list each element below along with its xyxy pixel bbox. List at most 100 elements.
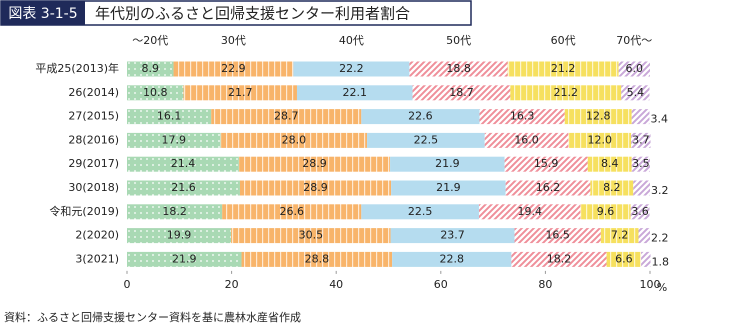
y-tick-label: 30(2018) <box>68 181 119 194</box>
value-label: 8.4 <box>601 157 619 170</box>
value-label: 22.9 <box>221 62 246 75</box>
bar-segment <box>211 109 362 125</box>
value-label: 21.9 <box>436 181 461 194</box>
figure-number: 図表 3-1-5 <box>8 6 77 22</box>
value-label: 21.7 <box>228 86 253 99</box>
bar-segment <box>390 156 505 172</box>
value-label: 1.8 <box>652 255 670 268</box>
legend-label: 30代 <box>221 34 246 47</box>
bar-segment <box>361 109 480 125</box>
bar-segment <box>621 85 650 101</box>
bar-segment <box>241 251 393 267</box>
value-label: 21.6 <box>171 181 196 194</box>
bar-segment <box>641 251 651 267</box>
bar-segment <box>511 251 607 267</box>
value-label: 3.6 <box>631 205 649 218</box>
bar-segment <box>606 251 642 267</box>
value-label: 2.2 <box>651 232 669 245</box>
bar-segment <box>367 132 485 148</box>
legend-label: ～20代 <box>132 34 168 47</box>
x-tick-label: 80 <box>538 278 552 291</box>
bar-segment <box>127 109 212 125</box>
y-tick-label: 3(2021) <box>75 252 119 265</box>
bar-segment <box>479 109 565 125</box>
bar-segment <box>507 61 619 77</box>
bar-segment <box>238 156 391 172</box>
bar-segment <box>484 132 569 148</box>
y-tick-label: 26(2014) <box>68 86 119 99</box>
bar-segment <box>630 204 650 220</box>
value-label: 3.4 <box>650 113 668 126</box>
x-tick-label: 0 <box>124 278 131 291</box>
x-tick-label: 20 <box>225 278 239 291</box>
value-label: 17.9 <box>162 133 187 146</box>
value-label: 21.4 <box>171 157 196 170</box>
bar-segment <box>504 156 588 172</box>
value-label: 6.0 <box>626 62 644 75</box>
bar-segment <box>631 132 651 148</box>
value-label: 22.5 <box>408 205 433 218</box>
legend-label: 40代 <box>339 34 364 47</box>
value-label: 12.8 <box>586 110 611 123</box>
bar-segment <box>412 85 511 101</box>
value-label: 19.4 <box>517 205 542 218</box>
bar-segment <box>296 85 413 101</box>
value-label: 12.0 <box>588 133 613 146</box>
value-label: 21.2 <box>551 62 576 75</box>
value-label: 28.8 <box>305 252 330 265</box>
value-label: 5.4 <box>627 86 645 99</box>
bar-segment <box>127 85 184 101</box>
value-label: 21.9 <box>435 157 460 170</box>
source-note: 資料：ふるさと回帰支援センター資料を基に農林水産省作成 <box>4 310 301 324</box>
bar-segment <box>510 85 622 101</box>
bar-segment <box>478 204 581 220</box>
value-label: 28.9 <box>303 181 328 194</box>
bar-segment <box>239 180 392 196</box>
value-label: 26.6 <box>279 205 304 218</box>
value-label: 9.6 <box>597 205 615 218</box>
value-label: 30.5 <box>299 229 324 242</box>
value-label: 8.9 <box>142 62 160 75</box>
x-axis-unit: % <box>657 281 667 294</box>
bar-segment <box>618 61 650 77</box>
bar-segment <box>600 228 639 244</box>
x-tick-label: 40 <box>329 278 343 291</box>
bar-segment <box>127 132 221 148</box>
bar-segment <box>127 61 174 77</box>
bar-segment <box>392 251 512 267</box>
value-label: 23.7 <box>440 229 465 242</box>
value-label: 18.2 <box>547 252 572 265</box>
value-label: 22.5 <box>414 133 439 146</box>
bar-segment <box>222 204 362 220</box>
legend-label: 60代 <box>551 34 576 47</box>
value-label: 28.9 <box>302 157 327 170</box>
value-label: 21.9 <box>172 252 197 265</box>
value-label: 10.8 <box>143 86 168 99</box>
value-label: 19.9 <box>167 229 192 242</box>
bar-segment <box>633 180 650 196</box>
legend-label: 70代～ <box>616 34 652 47</box>
value-label: 16.1 <box>157 110 182 123</box>
bar-segment <box>391 180 506 196</box>
bar-segment <box>220 132 368 148</box>
bar-segment <box>580 204 631 220</box>
value-label: 21.2 <box>554 86 579 99</box>
bar-segment <box>568 132 632 148</box>
bar-segment <box>127 156 239 172</box>
value-label: 18.8 <box>446 62 471 75</box>
bar-segment <box>127 180 240 196</box>
bar-segment <box>183 85 297 101</box>
value-label: 28.0 <box>282 133 307 146</box>
bar-segment <box>587 156 632 172</box>
bar-segment <box>293 61 410 77</box>
value-label: 3.5 <box>632 157 650 170</box>
value-label: 22.8 <box>440 252 465 265</box>
bar-segment <box>231 228 391 244</box>
value-label: 16.3 <box>510 110 535 123</box>
value-label: 18.7 <box>449 86 474 99</box>
y-tick-label: 平成25(2013)年 <box>35 61 119 75</box>
bar-segment <box>390 228 515 244</box>
bar-segment <box>514 228 601 244</box>
x-tick-label: 60 <box>434 278 448 291</box>
